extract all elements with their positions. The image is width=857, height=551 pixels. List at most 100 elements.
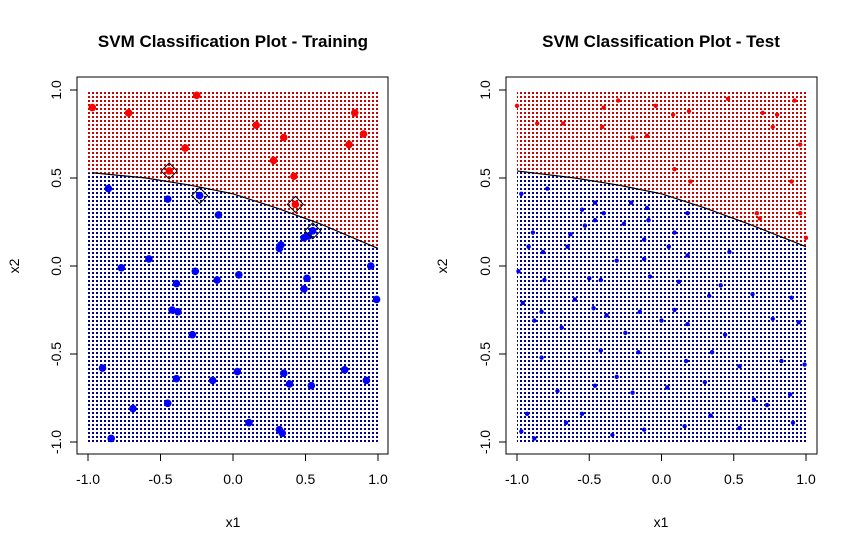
test-point-0-4 (615, 98, 621, 103)
test-point-0-15 (770, 124, 775, 130)
training-point-0-5 (279, 133, 288, 142)
training-point-1-29 (340, 366, 349, 374)
test-point-1-8 (646, 218, 651, 223)
training-points (88, 91, 381, 443)
test-point-0-21 (757, 216, 762, 221)
test-point-1-39 (750, 291, 755, 297)
training-point-1-17 (366, 262, 375, 270)
test-x-axis-label: x1 (654, 514, 669, 530)
test-point-1-23 (727, 249, 732, 255)
test-point-0-14 (644, 133, 650, 138)
test-point-1-66 (563, 420, 569, 425)
test-decision-boundary (516, 170, 807, 248)
test-y-tick-label-3: 0.5 (477, 168, 493, 188)
test-point-0-6 (670, 112, 676, 117)
test-point-1-58 (592, 383, 598, 388)
test-point-1-56 (524, 411, 530, 417)
test-point-1-69 (641, 427, 647, 432)
training-point-0-9 (351, 109, 359, 117)
training-x-axis: -1.0 -0.5 0.0 0.5 1.0 (76, 453, 388, 487)
training-point-1-16 (300, 285, 308, 293)
test-point-1-54 (737, 364, 742, 369)
test-point-1-33 (572, 297, 577, 302)
training-point-1-22 (98, 364, 107, 372)
test-point-1-5 (592, 218, 598, 223)
test-point-0-1 (561, 121, 566, 126)
test-point-1-7 (644, 205, 650, 211)
training-y-axis-label: x2 (6, 258, 22, 273)
test-point-1-40 (789, 295, 794, 300)
test-point-1-18 (565, 244, 570, 249)
test-point-1-73 (764, 402, 770, 408)
training-point-1-25 (233, 367, 242, 376)
test-point-0-9 (760, 110, 765, 116)
test-point-1-71 (708, 413, 713, 418)
training-point-1-26 (279, 369, 288, 378)
test-point-1-63 (751, 397, 757, 402)
test-y-tick-label-2: 0.0 (477, 256, 493, 276)
test-y-tick-label-4: 1.0 (477, 80, 493, 100)
test-point-1-34 (591, 306, 596, 311)
test-point-0-22 (798, 211, 803, 216)
test-point-1-1 (545, 186, 550, 191)
training-y-axis: -1.0 -0.5 0.0 0.5 1.0 (48, 80, 78, 454)
training-plot-title: SVM Classification Plot - Training (98, 32, 368, 51)
test-point-1-44 (659, 318, 664, 323)
training-class-regions (88, 90, 378, 442)
test-point-1-13 (582, 223, 588, 228)
test-point-1-21 (666, 244, 671, 249)
test-point-1-50 (598, 348, 604, 353)
test-y-tick-label-0: -1.0 (477, 430, 493, 454)
test-point-1-11 (526, 244, 531, 249)
training-x-tick-label-4: 1.0 (368, 471, 388, 487)
test-point-1-12 (568, 232, 573, 237)
test-point-1-53 (709, 350, 715, 355)
training-point-1-14 (172, 279, 181, 288)
test-point-1-41 (532, 318, 537, 323)
training-point-1-4 (308, 227, 317, 235)
training-point-1-27 (285, 380, 294, 388)
training-point-0-11 (165, 167, 173, 175)
training-point-0-6 (269, 156, 278, 165)
training-support-vector-1 (286, 195, 305, 214)
test-point-1-37 (672, 307, 677, 313)
test-point-1-52 (683, 358, 689, 364)
test-point-1-9 (685, 211, 690, 216)
training-point-1-11 (191, 267, 200, 276)
test-point-1-0 (519, 191, 524, 197)
test-point-1-2 (579, 207, 585, 212)
test-point-1-6 (628, 200, 634, 205)
test-point-0-0 (514, 103, 520, 109)
test-point-1-75 (532, 436, 537, 441)
test-point-1-29 (676, 279, 682, 285)
test-point-0-7 (686, 108, 692, 114)
training-point-1-8 (277, 241, 285, 249)
training-point-1-20 (174, 307, 182, 316)
test-plot-title: SVM Classification Plot - Test (542, 32, 780, 51)
test-point-1-14 (621, 221, 627, 226)
training-y-tick-label-4: 1.0 (48, 80, 64, 100)
test-point-1-20 (641, 256, 647, 262)
test-point-1-36 (637, 309, 643, 314)
test-class-regions (517, 90, 806, 442)
test-point-1-61 (665, 385, 670, 390)
test-y-tick-label-1: -0.5 (477, 342, 493, 366)
test-point-0-2 (535, 121, 540, 126)
test-x-tick-label-4: 1.0 (796, 471, 816, 487)
test-point-0-3 (601, 105, 606, 110)
test-y-axis-label: x2 (434, 258, 450, 273)
test-point-1-67 (579, 411, 585, 417)
training-point-1-30 (362, 376, 371, 385)
training-point-1-28 (307, 381, 316, 390)
training-point-1-18 (372, 295, 381, 304)
training-plot: SVM Classification Plot - Training -1.0-… (6, 32, 389, 530)
training-x-axis-label: x1 (226, 514, 241, 530)
test-point-1-72 (737, 425, 742, 431)
training-point-1-36 (107, 434, 115, 443)
test-point-1-46 (722, 332, 728, 337)
training-point-1-2 (195, 191, 204, 200)
test-blue-region (517, 170, 806, 442)
training-point-0-12 (291, 200, 300, 209)
training-support-vector-3 (304, 222, 322, 240)
